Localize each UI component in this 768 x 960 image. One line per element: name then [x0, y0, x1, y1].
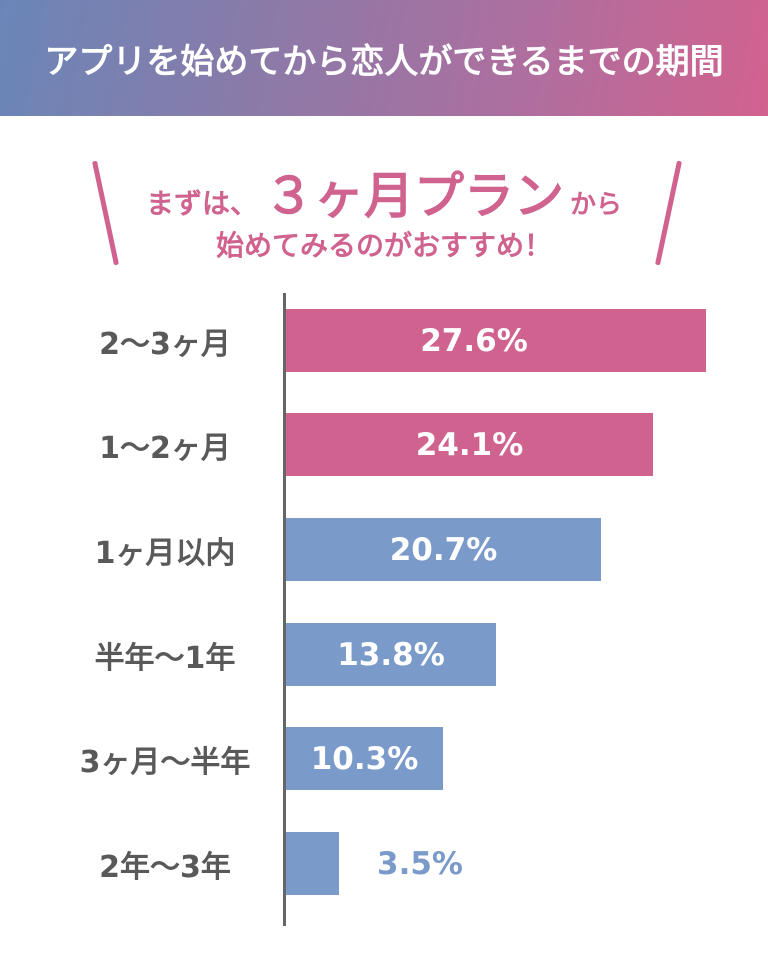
category-label: 1～2ヶ月 — [99, 430, 231, 466]
category-label: 2年～3年 — [99, 849, 231, 885]
callout-prefix: まずは、 — [145, 187, 258, 220]
bar — [286, 727, 443, 790]
value-label: 3.5% — [377, 845, 463, 882]
bar-row: 2年～3年 3.5% — [0, 832, 768, 895]
value-label: 20.7% — [389, 531, 498, 568]
callout-highlight: ３ヶ月プラン — [264, 167, 564, 225]
bar-row: 半年～1年 13.8% — [0, 623, 768, 686]
value-label: 13.8% — [337, 636, 445, 673]
bar — [286, 832, 339, 895]
callout-suffix: から — [570, 190, 623, 220]
title-banner: アプリを始めてから恋人ができるまでの期間 — [0, 0, 768, 116]
chart-title: アプリを始めてから恋人ができるまでの期間 — [44, 41, 724, 82]
bar-row: 2～3ヶ月 27.6% — [0, 309, 768, 372]
category-label: 3ヶ月～半年 — [79, 744, 251, 780]
bar-row: 1～2ヶ月 24.1% — [0, 413, 768, 476]
y-axis-line — [283, 293, 286, 926]
bar — [286, 518, 601, 581]
callout-line-2: 始めてみるのがおすすめ！ — [215, 229, 552, 262]
category-label: 1ヶ月以内 — [94, 535, 236, 571]
recommendation-callout: まずは、 ３ヶ月プラン から 始めてみるのがおすすめ！ — [0, 150, 768, 280]
value-label: 27.6% — [420, 322, 528, 359]
callout-line-1: まずは、 ３ヶ月プラン から — [0, 156, 768, 228]
value-label: 10.3% — [310, 740, 419, 777]
category-label: 2～3ヶ月 — [99, 326, 231, 362]
bar-row: 1ヶ月以内 20.7% — [0, 518, 768, 581]
bar — [286, 623, 496, 686]
bar — [286, 413, 653, 476]
category-label: 半年～1年 — [94, 640, 236, 676]
value-label: 24.1% — [415, 426, 524, 463]
bar-row: 3ヶ月～半年 10.3% — [0, 727, 768, 790]
bar — [286, 309, 706, 372]
